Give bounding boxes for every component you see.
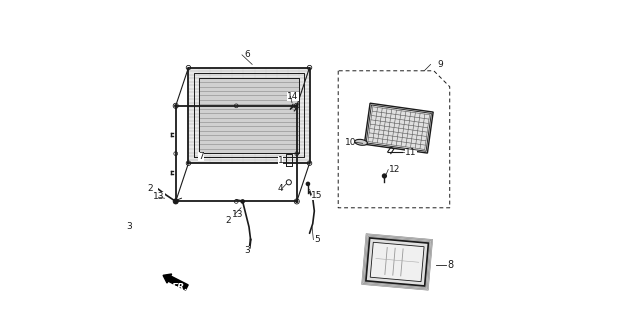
Text: 6: 6 bbox=[244, 50, 250, 59]
Text: 5: 5 bbox=[314, 235, 320, 244]
Text: 4: 4 bbox=[277, 184, 283, 193]
Text: 2: 2 bbox=[225, 216, 231, 225]
Text: 13: 13 bbox=[154, 192, 165, 201]
Circle shape bbox=[175, 200, 177, 202]
Circle shape bbox=[296, 105, 298, 107]
Circle shape bbox=[296, 200, 298, 202]
Circle shape bbox=[174, 199, 178, 203]
Text: 10: 10 bbox=[345, 138, 357, 147]
Text: 7: 7 bbox=[198, 152, 204, 161]
Polygon shape bbox=[366, 238, 429, 286]
Text: 9: 9 bbox=[437, 60, 443, 69]
FancyArrow shape bbox=[163, 274, 188, 290]
Text: 11: 11 bbox=[405, 148, 417, 156]
Polygon shape bbox=[361, 234, 432, 290]
Text: 14: 14 bbox=[287, 92, 298, 101]
Text: 2: 2 bbox=[147, 184, 152, 193]
Circle shape bbox=[306, 182, 309, 186]
Polygon shape bbox=[189, 68, 309, 163]
Text: 13: 13 bbox=[232, 210, 243, 219]
Text: 12: 12 bbox=[389, 165, 401, 174]
Text: 15: 15 bbox=[311, 190, 323, 200]
Polygon shape bbox=[199, 78, 299, 153]
Text: 1: 1 bbox=[277, 156, 283, 164]
Polygon shape bbox=[364, 103, 433, 153]
Circle shape bbox=[382, 174, 386, 178]
Polygon shape bbox=[370, 242, 424, 282]
Text: 3: 3 bbox=[126, 222, 132, 231]
Circle shape bbox=[241, 200, 244, 203]
Text: 3: 3 bbox=[244, 246, 250, 255]
Circle shape bbox=[175, 105, 177, 107]
Text: FR.: FR. bbox=[172, 283, 189, 292]
Text: 8: 8 bbox=[447, 260, 453, 270]
Ellipse shape bbox=[355, 139, 368, 145]
